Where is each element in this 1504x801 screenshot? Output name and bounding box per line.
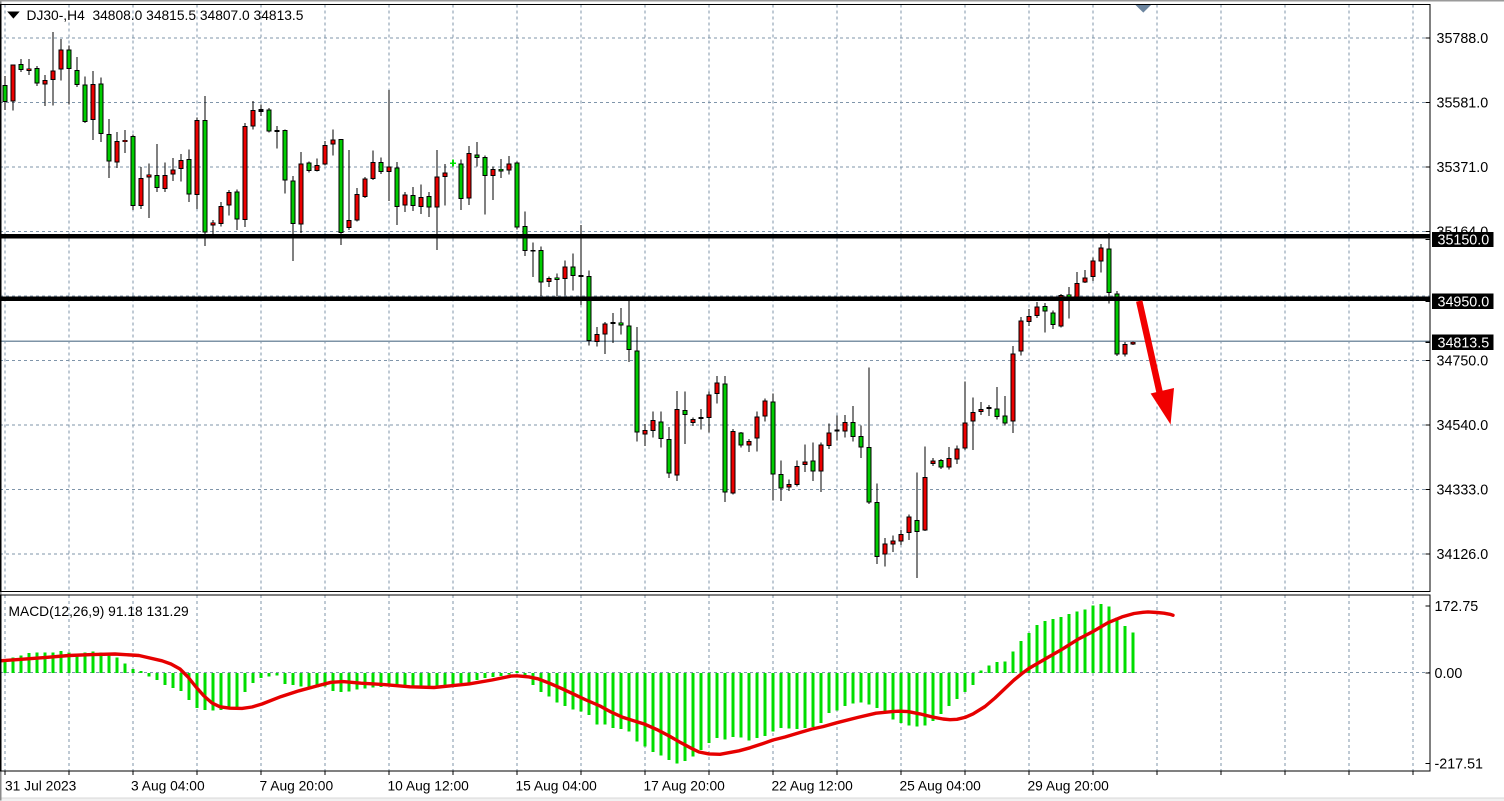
svg-text:MACD(12,26,9) 91.18 131.29: MACD(12,26,9) 91.18 131.29 [9, 604, 190, 619]
svg-text:29 Aug 20:00: 29 Aug 20:00 [1028, 779, 1110, 794]
svg-text:7 Aug 20:00: 7 Aug 20:00 [260, 779, 334, 794]
svg-text:DJ30-,H4 34808.0 34815.5 3480: DJ30-,H4 34808.0 34815.5 34807.0 34813.5 [27, 8, 304, 23]
svg-text:25 Aug 04:00: 25 Aug 04:00 [900, 779, 982, 794]
svg-text:10 Aug 12:00: 10 Aug 12:00 [388, 779, 470, 794]
svg-text:172.75: 172.75 [1435, 599, 1479, 615]
svg-text:3 Aug 04:00: 3 Aug 04:00 [131, 779, 205, 794]
svg-text:17 Aug 20:00: 17 Aug 20:00 [644, 779, 726, 794]
svg-text:34540.0: 34540.0 [1437, 418, 1489, 434]
svg-text:34126.0: 34126.0 [1437, 547, 1489, 563]
svg-text:22 Aug 12:00: 22 Aug 12:00 [772, 779, 854, 794]
svg-text:15 Aug 04:00: 15 Aug 04:00 [516, 779, 598, 794]
svg-text:35581.0: 35581.0 [1437, 96, 1489, 112]
svg-text:35150.0: 35150.0 [1438, 233, 1490, 249]
svg-text:35371.0: 35371.0 [1437, 160, 1489, 176]
svg-text:34333.0: 34333.0 [1437, 483, 1489, 499]
svg-text:34950.0: 34950.0 [1438, 294, 1490, 310]
svg-text:-217.51: -217.51 [1435, 757, 1484, 773]
svg-text:31 Jul 2023: 31 Jul 2023 [5, 779, 77, 794]
svg-text:34813.5: 34813.5 [1438, 335, 1490, 351]
svg-text:0.00: 0.00 [1435, 666, 1463, 682]
svg-text:35788.0: 35788.0 [1437, 31, 1489, 47]
svg-text:34750.0: 34750.0 [1437, 354, 1489, 370]
